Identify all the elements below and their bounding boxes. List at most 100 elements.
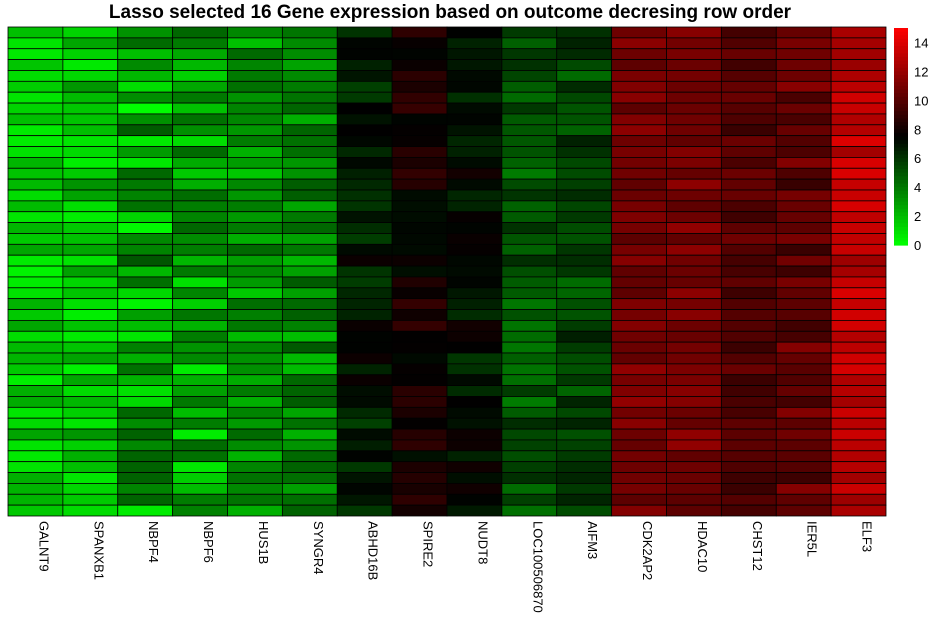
heatmap-cell <box>830 167 887 180</box>
colorbar-segment <box>894 67 908 72</box>
heatmap-cell <box>7 156 64 169</box>
heatmap-cell <box>391 222 448 234</box>
heatmap-cell <box>281 396 338 408</box>
heatmap-cell <box>336 156 393 169</box>
heatmap-cell <box>720 48 777 60</box>
heatmap-cell <box>391 352 448 365</box>
heatmap-cell <box>830 330 887 343</box>
heatmap-cell <box>391 363 448 376</box>
heatmap-cell <box>830 276 887 289</box>
heatmap-cell <box>227 102 283 115</box>
heatmap-cell <box>501 493 558 506</box>
heatmap-cell <box>830 59 887 71</box>
heatmap-cell <box>501 461 558 473</box>
heatmap-cell <box>172 59 228 71</box>
colorbar-segment <box>894 150 908 156</box>
heatmap-cell <box>7 493 64 506</box>
heatmap-cell <box>172 363 228 376</box>
heatmap-cell <box>391 428 448 441</box>
heatmap-cell <box>501 156 558 169</box>
heatmap-cell <box>7 428 64 441</box>
heatmap-cell <box>336 233 393 245</box>
heatmap-cell <box>62 428 119 441</box>
heatmap-cell <box>336 439 393 452</box>
heatmap-cell <box>336 352 393 365</box>
heatmap-cell <box>611 276 667 289</box>
heatmap-cell <box>556 80 613 93</box>
colorbar-segment <box>894 241 908 246</box>
heatmap-cell <box>172 417 228 430</box>
heatmap-cell <box>556 428 613 441</box>
heatmap-cell <box>227 482 283 495</box>
heatmap-cell <box>446 146 503 158</box>
heatmap-cell <box>611 406 667 419</box>
heatmap-cell <box>720 59 777 71</box>
heatmap-cell <box>336 211 393 223</box>
heatmap-cell <box>172 276 228 289</box>
heatmap-cell <box>391 396 448 408</box>
heatmap-cell <box>172 113 228 126</box>
heatmap-cell <box>501 113 558 126</box>
heatmap-cell <box>172 493 228 506</box>
heatmap-cell <box>611 352 667 365</box>
heatmap-cell <box>117 287 174 300</box>
heatmap-cell <box>281 439 338 452</box>
heatmap-cell <box>336 200 393 213</box>
heatmap-cell <box>501 298 558 310</box>
heatmap-cell <box>336 26 393 39</box>
heatmap-cell <box>281 352 338 365</box>
heatmap-cell <box>556 70 613 82</box>
heatmap-cell <box>556 156 613 169</box>
heatmap-cell <box>62 482 119 495</box>
column-label-spire2: SPIRE2 <box>421 521 436 567</box>
heatmap-cell <box>775 330 832 343</box>
colorbar-segment <box>894 64 908 69</box>
heatmap-cell <box>720 406 777 419</box>
heatmap-cell <box>62 37 119 50</box>
heatmap-cell <box>720 26 777 39</box>
heatmap-cell <box>501 200 558 213</box>
heatmap-cell <box>172 428 228 441</box>
heatmap-cell <box>227 341 283 354</box>
heatmap-cell <box>117 276 174 289</box>
heatmap-cell <box>227 48 283 60</box>
heatmap-cell <box>391 482 448 495</box>
heatmap-cell <box>336 167 393 180</box>
heatmap-cell <box>336 124 393 137</box>
heatmap-cell <box>391 450 448 463</box>
heatmap-cell <box>446 417 503 430</box>
heatmap-cell <box>62 461 119 473</box>
heatmap-cell <box>281 428 338 441</box>
chart-title: Lasso selected 16 Gene expression based … <box>109 2 792 23</box>
heatmap-cell <box>281 48 338 60</box>
heatmap-cell <box>172 167 228 180</box>
heatmap-cell <box>775 450 832 463</box>
heatmap-cell <box>666 189 722 202</box>
heatmap-cell <box>556 211 613 223</box>
colorbar-segment <box>894 49 908 54</box>
heatmap-cell <box>7 330 64 343</box>
colorbar-tick-label: 12 <box>914 64 928 79</box>
heatmap-cell <box>446 254 503 267</box>
heatmap-cell <box>391 113 448 126</box>
heatmap-cell <box>556 482 613 495</box>
heatmap-cell <box>720 461 777 473</box>
heatmap-cell <box>501 374 558 387</box>
heatmap-cell <box>117 254 174 267</box>
heatmap-cell <box>281 80 338 93</box>
heatmap-cell <box>62 102 119 115</box>
colorbar-segment <box>894 201 908 206</box>
heatmap-cell <box>7 113 64 126</box>
heatmap-cell <box>62 70 119 82</box>
heatmap-cell <box>720 70 777 82</box>
heatmap-cell <box>775 363 832 376</box>
heatmap-cell <box>611 37 667 50</box>
heatmap-cell <box>391 178 448 191</box>
heatmap-cell <box>775 124 832 137</box>
heatmap-cell <box>336 189 393 202</box>
heatmap-cell <box>281 319 338 332</box>
heatmap-cell <box>7 189 64 202</box>
heatmap-cell <box>227 91 283 104</box>
colorbar-segment <box>894 172 908 177</box>
heatmap-cell <box>7 309 64 321</box>
